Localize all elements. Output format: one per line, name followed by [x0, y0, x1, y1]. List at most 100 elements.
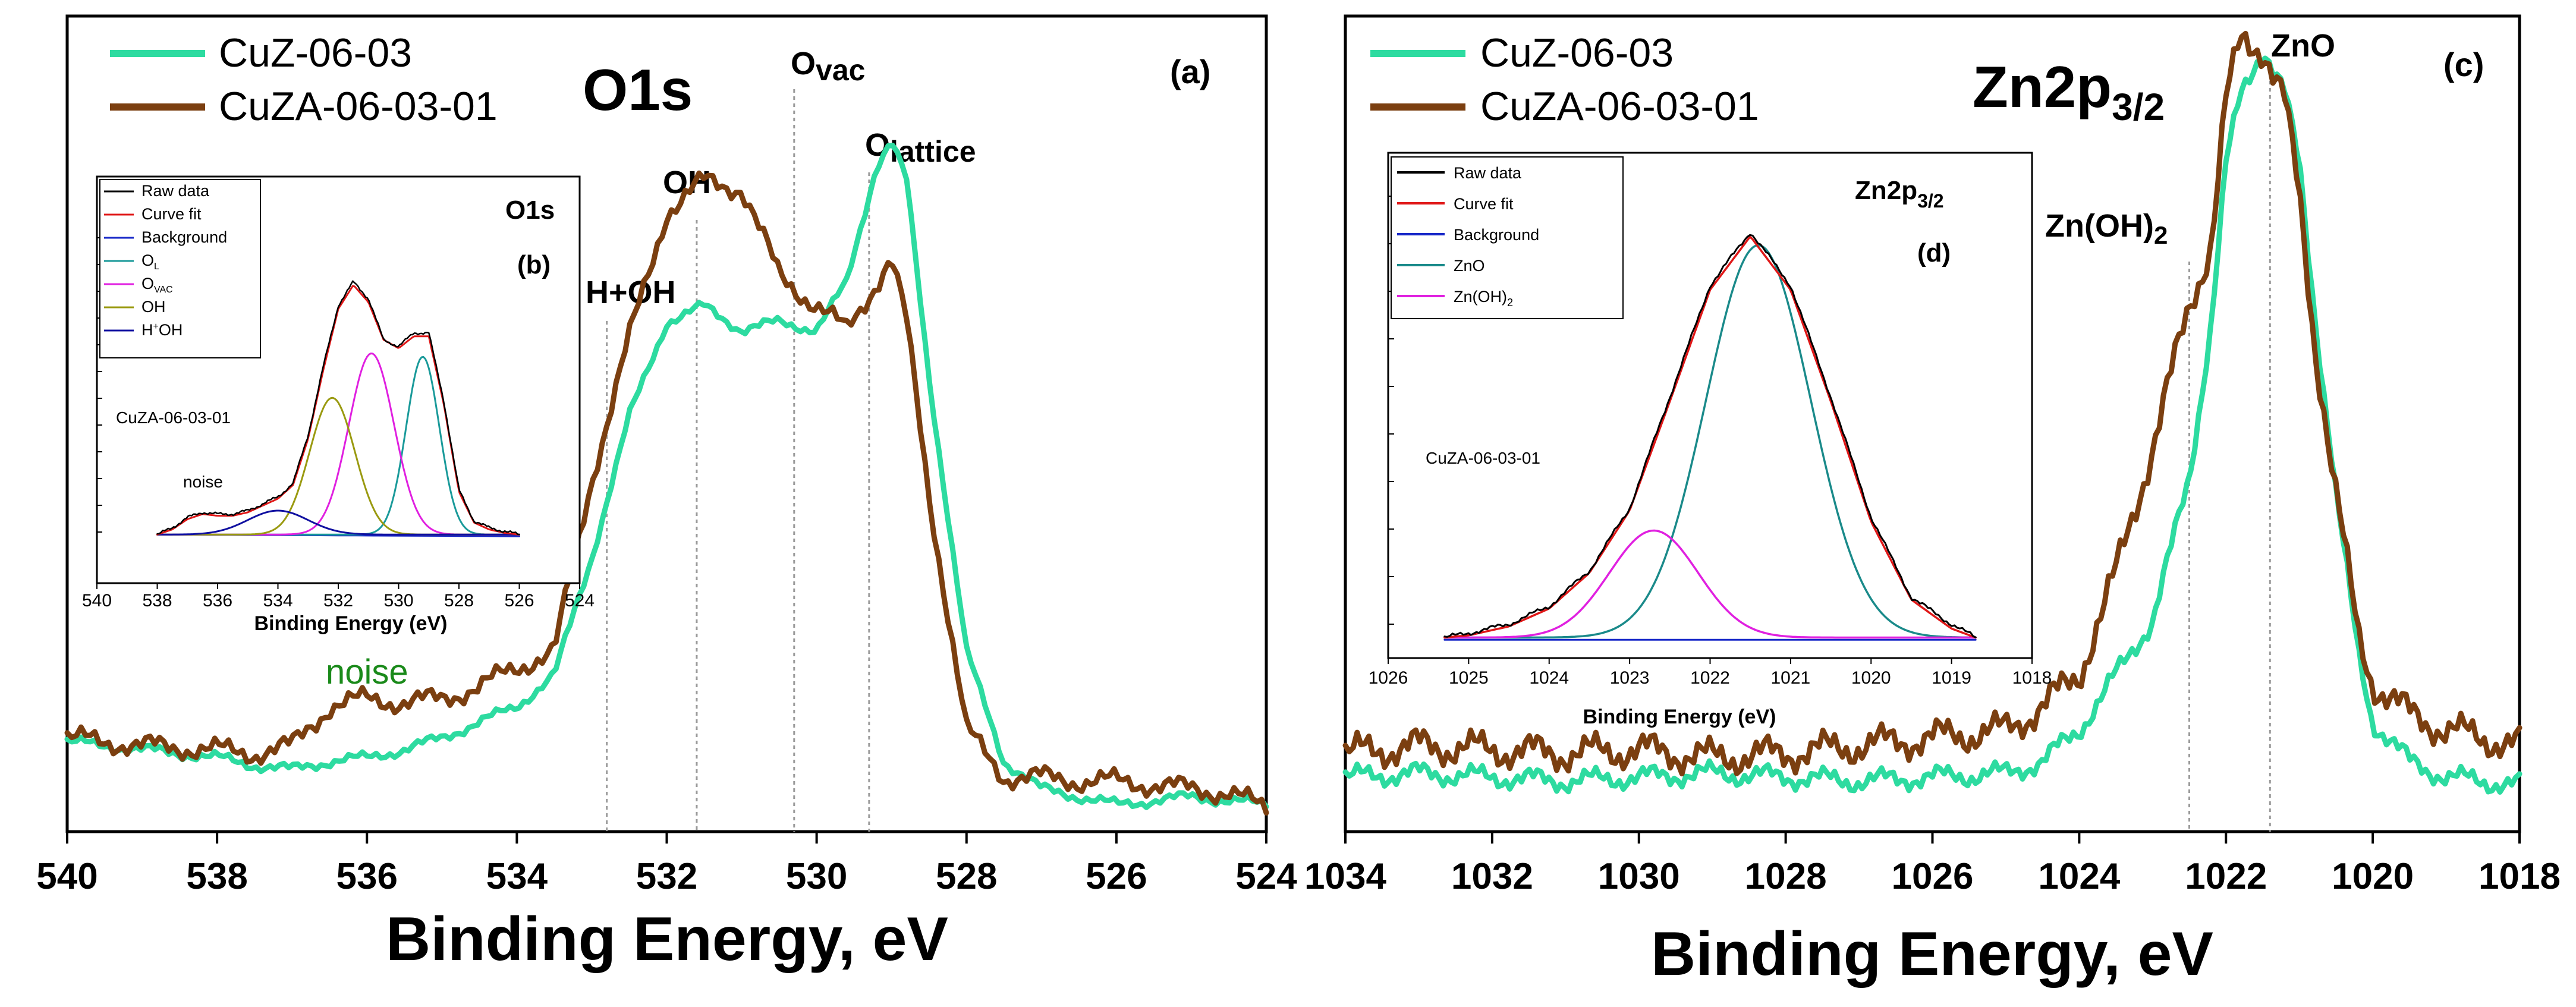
legend-label: CuZA-06-03-01 [1480, 84, 1759, 129]
panel-d-x-tick-label: 1024 [1529, 668, 1569, 688]
annotation-oh: OH [663, 165, 711, 200]
annotation-znoh2: Zn(OH)2 [2045, 208, 2168, 249]
panel-d-x-tick-label: 1026 [1369, 668, 1408, 688]
series-line-cuz-06-03 [1342, 55, 2522, 795]
panel-a: 540 538 536 534 532 530 528 526 524H+OHOHOvacOla… [36, 30, 1297, 897]
legend-label: ZnO [1454, 257, 1485, 275]
annotation-olattice-sub: lattice [890, 135, 976, 168]
panel-d: 1026 1025 1024 1023 1022 1021 1020 1019 1018 Raw … [1369, 156, 2052, 688]
panel-b-legend-box [99, 179, 261, 358]
legend-label: Curve fit [1454, 195, 1514, 213]
panel-a-x-tick-label: 538 [186, 856, 247, 897]
panel-c-x-tick-label: 1030 [1598, 856, 1680, 897]
panel-c-x-tick-label: 1020 [2332, 856, 2414, 897]
series-line-cuz-06-03 [64, 143, 1269, 810]
panel-c-xlabel: Binding Energy, eV [1651, 920, 2213, 989]
panel-b-x-tick-label: 536 [203, 591, 232, 611]
panel-a-x-tick-label: 534 [486, 856, 548, 897]
annotation-ovac: Ovac [791, 46, 865, 87]
series-line-zn-oh-2 [1443, 529, 1977, 639]
panel-a-letter: (a) [1170, 53, 1210, 90]
series-line-raw-data [156, 280, 520, 536]
annotation-noise: noise [326, 653, 408, 691]
panel-a-x-tick-label: 524 [1235, 856, 1297, 897]
panel-d-letter: (d) [1917, 238, 1951, 268]
panel-d-x-tick-label: 1020 [1851, 668, 1891, 688]
legend-label: Curve fit [141, 205, 202, 223]
legend-label-sub: L [154, 262, 159, 272]
panel-b-x-tick-label: 530 [383, 591, 413, 611]
panel-d-x-tick-label: 1021 [1771, 668, 1811, 688]
panel-d-title-main: Zn2p [1855, 176, 1917, 205]
panel-d-x-tick-label: 1018 [2012, 668, 2052, 688]
panel-a-title: O1s [583, 57, 693, 122]
panel-a-x-tick-label: 528 [936, 856, 997, 897]
panel-b-x-tick-label: 532 [323, 591, 353, 611]
panel-b-x-tick-label: 538 [142, 591, 172, 611]
panel-d-x-tick-label: 1025 [1449, 668, 1489, 688]
panel-c-x-tick-label: 1024 [2038, 856, 2120, 897]
panel-d-legend-box [1391, 156, 1624, 319]
panel-b-x-tick-label: 524 [565, 591, 595, 611]
panel-d-sample-label: CuZA-06-03-01 [1426, 449, 1540, 467]
panel-b-xlabel: Binding Energy (eV) [254, 612, 448, 635]
legend-label-sup: + [153, 322, 159, 332]
panel-a-x-tick-label: 536 [336, 856, 398, 897]
panel-d-title: Zn2p3/2 [1855, 176, 1944, 212]
panel-c-x-tick-label: 1028 [1745, 856, 1827, 897]
panel-c-x-tick-label: 1026 [1892, 856, 1974, 897]
panel-c-title-sub: 3/2 [2112, 86, 2165, 128]
panel-c-title-main: Zn2p [1973, 54, 2112, 119]
panel-c: 1034 1032 1030 1028 1026 1024 1022 1020 1018 ZnO Z… [1304, 28, 2561, 897]
legend-label: CuZA-06-03-01 [219, 84, 498, 129]
legend-label: Background [141, 228, 227, 246]
panel-b-letter: (b) [517, 250, 551, 279]
series-line-raw-data [1443, 234, 1977, 638]
panel-a-x-tick-label: 532 [636, 856, 697, 897]
annotation-ovac-sub: vac [816, 54, 865, 87]
panel-c-title: Zn2p3/2 [1973, 54, 2165, 128]
legend-label: OH [141, 298, 166, 316]
panel-b-x-tick-label: 526 [504, 591, 534, 611]
series-line-cuza-06-03-01 [64, 170, 1269, 816]
panel-a-xlabel: Binding Energy, eV [386, 905, 948, 974]
panel-b-x-tick-label: 528 [444, 591, 474, 611]
panel-d-xlabel: Binding Energy (eV) [1583, 706, 1776, 728]
legend-label-sub: 2 [1507, 297, 1513, 309]
legend-label: Raw data [1454, 164, 1522, 182]
annotation-zno: ZnO [2271, 28, 2335, 64]
panel-c-x-tick-label: 1018 [2479, 856, 2561, 897]
panel-d-x-tick-label: 1023 [1610, 668, 1650, 688]
panel-a-x-tick-label: 530 [786, 856, 847, 897]
panel-d-x-tick-label: 1022 [1690, 668, 1730, 688]
annotation-h-oh: H+OH [586, 275, 676, 310]
legend-label: CuZ-06-03 [1480, 30, 1674, 75]
panel-d-x-tick-label: 1019 [1932, 668, 1971, 688]
panel-b-title: O1s [505, 196, 555, 225]
panel-b-noise-label: noise [183, 473, 223, 491]
legend-label: CuZ-06-03 [219, 30, 412, 75]
panel-c-x-tick-label: 1034 [1304, 856, 1386, 897]
legend-label: H+OH [141, 321, 183, 339]
legend-label: Raw data [141, 182, 210, 200]
legend-label: Zn(OH)2 [1454, 288, 1513, 309]
annotation-znoh2-sub: 2 [2154, 221, 2168, 249]
panel-a-x-tick-label: 526 [1086, 856, 1147, 897]
series-line-zno [1443, 244, 1977, 639]
series-line-cuza-06-03-01 [1342, 30, 2522, 777]
panel-c-x-tick-label: 1032 [1451, 856, 1533, 897]
panel-d-title-sub: 3/2 [1917, 190, 1943, 212]
panel-c-letter: (c) [2443, 46, 2484, 83]
panel-b-x-tick-label: 534 [263, 591, 292, 611]
legend-label: Background [1454, 226, 1539, 244]
legend-label-rest: OH [159, 321, 183, 339]
legend-label-sub: VAC [154, 285, 173, 295]
panel-b: 540 538 536 534 532 530 528 526 524 Raw data Curve… [82, 179, 595, 611]
series-line-h-oh [156, 509, 520, 536]
series-line-curve-fit [1443, 235, 1977, 639]
panel-b-sample-label: CuZA-06-03-01 [116, 408, 231, 427]
panel-a-x-tick-label: 540 [36, 856, 97, 897]
panel-b-x-tick-label: 540 [82, 591, 112, 611]
panel-c-x-tick-label: 1022 [2185, 856, 2267, 897]
